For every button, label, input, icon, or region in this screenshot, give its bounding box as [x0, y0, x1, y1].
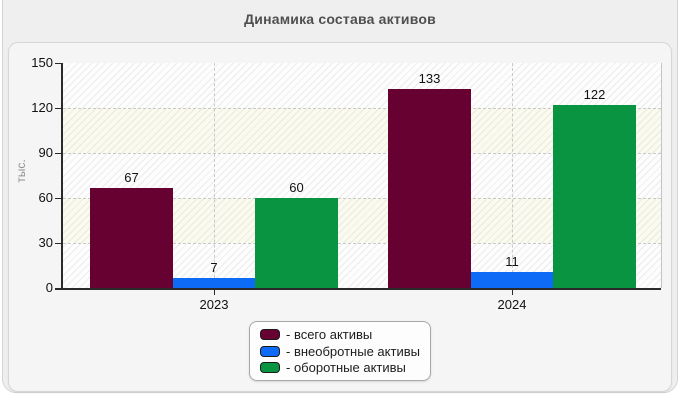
legend-item-label: - всего активы — [286, 326, 373, 342]
y-tick-label: 60 — [38, 190, 53, 205]
bar — [388, 88, 471, 288]
y-tick-label: 30 — [38, 235, 53, 250]
y-tick-label: 120 — [31, 100, 53, 115]
y-tick-mark — [55, 198, 61, 199]
gridline-v — [214, 63, 215, 288]
gridline-h — [63, 243, 661, 244]
bar — [553, 105, 636, 288]
bar — [255, 198, 338, 288]
bar-value-label: 7 — [210, 259, 218, 275]
gridline-h — [63, 198, 661, 199]
plot-right-border — [661, 63, 662, 288]
y-tick-mark — [55, 63, 61, 64]
x-axis-line — [55, 288, 661, 290]
legend-item-label: - внеобротные активы — [286, 343, 420, 359]
bar-value-label: 133 — [418, 70, 441, 86]
x-tick-mark — [213, 290, 215, 295]
x-tick-mark — [511, 290, 513, 295]
gridline-h — [63, 108, 661, 109]
y-tick-label: 150 — [31, 55, 53, 70]
chart-panel: тыс. 0 30 60 90 120 150 67 7 60 2023 133 11 122 2024 … — [8, 42, 672, 392]
bar — [90, 187, 173, 288]
legend-swatch — [260, 328, 280, 340]
y-tick-label: 0 — [45, 280, 53, 295]
y-tick-label: 90 — [38, 145, 53, 160]
legend-swatch — [260, 362, 280, 374]
y-tick-mark — [55, 288, 61, 289]
bar-value-label: 11 — [505, 253, 519, 269]
bar — [470, 271, 554, 288]
y-tick-mark — [55, 108, 61, 109]
legend-item-label: - оборотные активы — [286, 360, 406, 376]
y-axis-line — [61, 63, 63, 290]
legend: - всего активы - внеобротные активы - обор… — [249, 321, 431, 381]
plot-area: 0 30 60 90 120 150 67 7 60 2023 133 11 122 2024 — [31, 55, 662, 312]
chart-title: Динамика состава активов — [244, 11, 436, 27]
x-tick-label: 2024 — [497, 297, 527, 312]
bar-value-label: 67 — [124, 169, 139, 185]
bar — [172, 277, 256, 288]
gridline-h — [63, 153, 661, 154]
bar-value-label: 122 — [583, 87, 606, 102]
legend-item: - оборотные активы — [260, 360, 420, 375]
bar-value-label: 60 — [289, 180, 304, 195]
gridline-v — [512, 63, 513, 288]
y-tick-mark — [55, 243, 61, 244]
legend-item: - всего активы — [260, 327, 420, 342]
legend-swatch — [260, 345, 280, 357]
x-tick-label: 2023 — [199, 297, 229, 312]
legend-item: - внеобротные активы — [260, 344, 420, 359]
y-tick-mark — [55, 153, 61, 154]
